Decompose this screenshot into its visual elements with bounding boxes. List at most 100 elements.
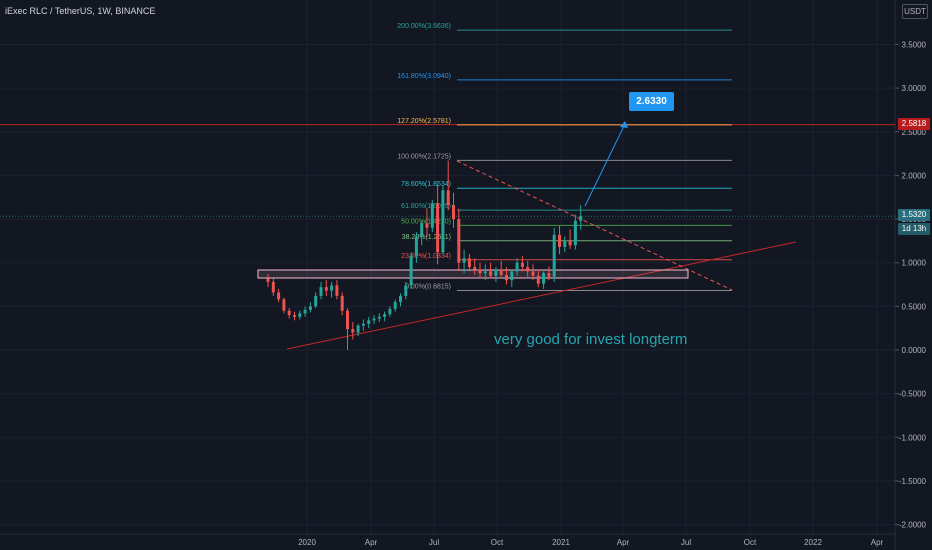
candle-body xyxy=(298,313,302,317)
candle-body xyxy=(377,316,381,319)
candle xyxy=(452,192,455,228)
candle-body xyxy=(515,262,519,272)
currency-button[interactable]: USDT xyxy=(902,4,928,19)
candle xyxy=(425,208,429,237)
candle xyxy=(573,214,577,250)
candle-body xyxy=(404,285,408,296)
fib-level-label: 161.80%(3.0940) xyxy=(397,73,451,80)
candle xyxy=(520,255,524,272)
fib-level-label: 0.00%(0.6815) xyxy=(405,284,451,291)
y-tick-label: -1.0000 xyxy=(899,433,927,442)
target-arrow-line[interactable] xyxy=(584,123,626,207)
y-tick-label: 3.0000 xyxy=(902,84,927,93)
candle xyxy=(542,271,546,289)
candle xyxy=(356,323,360,337)
candle-body xyxy=(277,292,281,300)
candle-body xyxy=(346,310,349,330)
price-axis[interactable]: 3.50003.00002.50002.00001.50001.00000.50… xyxy=(895,40,927,530)
candle xyxy=(558,226,561,254)
candle xyxy=(367,316,371,329)
candle-body xyxy=(372,318,376,321)
candle-body xyxy=(499,269,503,275)
target-arrow-head xyxy=(620,121,628,128)
trend-drawings[interactable] xyxy=(257,121,797,350)
candle xyxy=(489,262,493,279)
candle xyxy=(526,260,530,277)
symbol-title: iExec RLC / TetherUS, 1W, BINANCE xyxy=(5,6,156,16)
candle-body xyxy=(308,306,312,310)
support-zone-box[interactable] xyxy=(257,269,689,279)
candle xyxy=(494,267,498,282)
candle xyxy=(563,236,567,253)
candle-body xyxy=(351,329,355,333)
candle-body xyxy=(430,203,434,228)
x-tick-label: 2021 xyxy=(552,538,570,547)
candle-body xyxy=(324,287,328,291)
support-trendline[interactable] xyxy=(286,241,797,350)
candle-body xyxy=(563,240,567,247)
candle xyxy=(388,306,392,317)
x-tick-label: 2022 xyxy=(804,538,822,547)
candle xyxy=(552,227,556,282)
candle-body xyxy=(383,314,387,317)
x-tick-label: Oct xyxy=(744,538,757,547)
candle xyxy=(457,208,461,270)
candle-body xyxy=(388,308,392,315)
candle xyxy=(266,274,270,288)
candle xyxy=(404,281,408,300)
resistance-trendline-dashed[interactable] xyxy=(456,160,733,291)
candle xyxy=(377,313,381,323)
candle xyxy=(441,185,445,254)
candle xyxy=(372,315,376,324)
candle-body xyxy=(510,271,514,281)
candle xyxy=(547,266,551,281)
y-tick-label: -0.5000 xyxy=(899,390,927,399)
candle-body xyxy=(552,234,556,277)
candle-body xyxy=(293,315,296,317)
candle xyxy=(324,280,328,296)
candle xyxy=(515,258,519,276)
candle-body xyxy=(356,325,360,333)
candle xyxy=(287,308,291,319)
candle-body xyxy=(361,323,365,326)
fib-level-label: 38.20%(1.2511) xyxy=(402,234,451,241)
candle xyxy=(568,229,572,249)
candle xyxy=(462,249,466,274)
candle xyxy=(346,308,349,350)
candle xyxy=(271,278,275,296)
candle xyxy=(319,281,323,300)
candle-body xyxy=(340,295,344,311)
candle-body xyxy=(579,216,583,221)
candle-body xyxy=(478,269,482,274)
candle-body xyxy=(414,236,418,256)
bar-countdown-tag: 1d 13h xyxy=(898,223,930,235)
target-price-callout[interactable]: 2.6330 xyxy=(629,92,674,111)
candle xyxy=(579,205,583,230)
candle-body xyxy=(494,269,498,276)
y-tick-label: 3.5000 xyxy=(902,40,927,49)
candle xyxy=(436,184,440,265)
candle-body xyxy=(547,273,551,277)
candle xyxy=(536,269,540,288)
chart-annotation[interactable]: very good for invest longterm xyxy=(494,331,688,348)
candle-body xyxy=(526,267,530,272)
candle xyxy=(510,269,514,288)
last-price-tag: 1.5320 xyxy=(898,209,930,221)
candle-body xyxy=(393,301,397,309)
candle xyxy=(399,293,402,307)
candle xyxy=(314,292,318,309)
fib-level-label: 100.00%(2.1725) xyxy=(397,153,451,160)
resistance-price-tag: 2.5818 xyxy=(898,118,930,130)
candle-body xyxy=(319,287,323,296)
candle xyxy=(467,253,471,272)
candle xyxy=(293,311,296,321)
candle-body xyxy=(303,309,307,314)
candle-body xyxy=(282,299,286,311)
candle-body xyxy=(335,285,339,296)
time-axis[interactable]: 2020 Apr Jul Oct 2021 Apr Jul Oct 2022 Apr xyxy=(298,538,883,547)
fib-extension[interactable]: 200.00%(3.6636) 161.80%(3.0940) 127.20%(2.… xyxy=(397,23,732,292)
candle-body xyxy=(436,203,440,253)
candle-body xyxy=(536,275,540,284)
candle-body xyxy=(473,267,477,270)
